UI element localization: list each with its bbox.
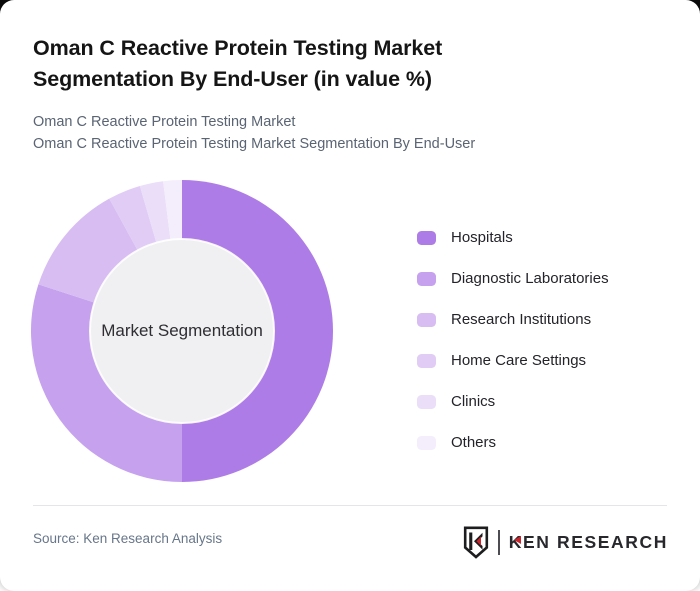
legend-item-clinics[interactable]: Clinics	[417, 393, 609, 410]
legend-swatch-icon	[417, 312, 436, 327]
legend-swatch-icon	[417, 271, 436, 286]
legend-label: Home Care Settings	[451, 352, 587, 369]
shield-k-icon	[463, 526, 488, 559]
legend-swatch-icon	[417, 435, 436, 450]
source-text: Source: Ken Research Analysis	[33, 531, 223, 546]
ken-research-logo: KEN RESEARCH	[463, 524, 668, 560]
donut-chart: Market Segmentation	[31, 180, 333, 482]
legend-swatch-icon	[417, 394, 436, 409]
legend-item-home-care-settings[interactable]: Home Care Settings	[417, 352, 609, 369]
subtitle-line-2: Oman C Reactive Protein Testing Market S…	[33, 135, 476, 152]
legend-label: Diagnostic Laboratories	[451, 270, 609, 287]
subtitle-line-1: Oman C Reactive Protein Testing Market	[33, 114, 296, 130]
legend-label: Clinics	[451, 393, 496, 410]
donut-hole	[89, 238, 275, 424]
legend-item-diagnostic-laboratories[interactable]: Diagnostic Laboratories	[417, 270, 609, 287]
legend-label: Others	[451, 434, 497, 451]
legend-label: Hospitals	[451, 229, 513, 246]
logo-wordmark: KEN RESEARCH	[509, 532, 668, 553]
legend-item-research-institutions[interactable]: Research Institutions	[417, 311, 609, 328]
subtitle-block: Oman C Reactive Protein Testing Market O…	[33, 112, 653, 155]
donut-svg	[31, 180, 333, 482]
legend-label: Research Institutions	[451, 311, 592, 328]
chart-legend: Hospitals Diagnostic Laboratories Research…	[417, 229, 609, 451]
legend-swatch-icon	[417, 353, 436, 368]
footer-divider	[33, 505, 667, 506]
legend-swatch-icon	[417, 230, 436, 245]
legend-item-hospitals[interactable]: Hospitals	[417, 229, 609, 246]
logo-divider	[497, 529, 500, 555]
legend-item-others[interactable]: Others	[417, 434, 609, 451]
page-title: Oman C Reactive Protein Testing Market S…	[33, 36, 443, 91]
logo-wordmark-text: KEN RESEARCH	[508, 531, 668, 552]
logo-k-red-triangle-icon	[514, 536, 522, 544]
